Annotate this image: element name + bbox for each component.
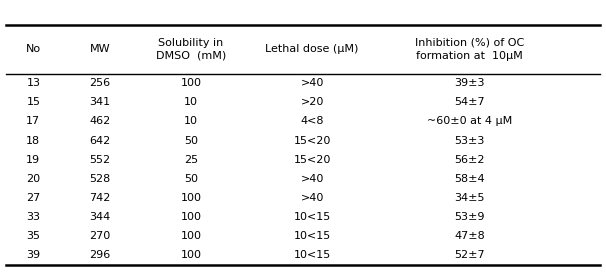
Text: 15<20: 15<20 [293, 155, 331, 165]
Text: 4<8: 4<8 [301, 117, 324, 126]
Text: 10<15: 10<15 [293, 231, 331, 241]
Text: 54±7: 54±7 [454, 97, 485, 107]
Text: 10<15: 10<15 [293, 212, 331, 222]
Text: 53±3: 53±3 [454, 136, 485, 146]
Text: >40: >40 [301, 174, 324, 184]
Text: 47±8: 47±8 [454, 231, 485, 241]
Text: 341: 341 [90, 97, 110, 107]
Text: 10: 10 [184, 117, 198, 126]
Text: 27: 27 [26, 193, 41, 203]
Text: 100: 100 [181, 78, 201, 88]
Text: 256: 256 [90, 78, 110, 88]
Text: ~60±0 at 4 μM: ~60±0 at 4 μM [427, 117, 512, 126]
Text: 13: 13 [26, 78, 41, 88]
Text: 58±4: 58±4 [454, 174, 485, 184]
Text: 296: 296 [89, 250, 111, 260]
Text: 528: 528 [89, 174, 111, 184]
Text: 56±2: 56±2 [454, 155, 485, 165]
Text: 35: 35 [26, 231, 41, 241]
Text: 270: 270 [89, 231, 111, 241]
Text: 10<15: 10<15 [293, 250, 331, 260]
Text: Solubility in
DMSO  (mM): Solubility in DMSO (mM) [156, 38, 226, 61]
Text: 39±3: 39±3 [454, 78, 485, 88]
Text: Inhibition (%) of OC
formation at  10μM: Inhibition (%) of OC formation at 10μM [415, 38, 524, 61]
Text: >40: >40 [301, 193, 324, 203]
Text: 50: 50 [184, 174, 198, 184]
Text: MW: MW [90, 44, 110, 54]
Text: 50: 50 [184, 136, 198, 146]
Text: 33: 33 [26, 212, 41, 222]
Text: 15<20: 15<20 [293, 136, 331, 146]
Text: 53±9: 53±9 [454, 212, 485, 222]
Text: 25: 25 [184, 155, 198, 165]
Text: 34±5: 34±5 [454, 193, 485, 203]
Text: 642: 642 [89, 136, 111, 146]
Text: Lethal dose (μM): Lethal dose (μM) [265, 44, 359, 54]
Text: 100: 100 [181, 212, 201, 222]
Text: 15: 15 [26, 97, 41, 107]
Text: 100: 100 [181, 231, 201, 241]
Text: 344: 344 [89, 212, 111, 222]
Text: No: No [26, 44, 41, 54]
Text: 462: 462 [89, 117, 111, 126]
Text: 52±7: 52±7 [454, 250, 485, 260]
Text: 18: 18 [26, 136, 41, 146]
Text: 742: 742 [89, 193, 111, 203]
Text: 100: 100 [181, 193, 201, 203]
Text: 17: 17 [26, 117, 41, 126]
Text: >40: >40 [301, 78, 324, 88]
Text: 100: 100 [181, 250, 201, 260]
Text: 552: 552 [90, 155, 110, 165]
Text: 20: 20 [26, 174, 41, 184]
Text: 10: 10 [184, 97, 198, 107]
Text: >20: >20 [301, 97, 324, 107]
Text: 39: 39 [26, 250, 41, 260]
Text: 19: 19 [26, 155, 41, 165]
